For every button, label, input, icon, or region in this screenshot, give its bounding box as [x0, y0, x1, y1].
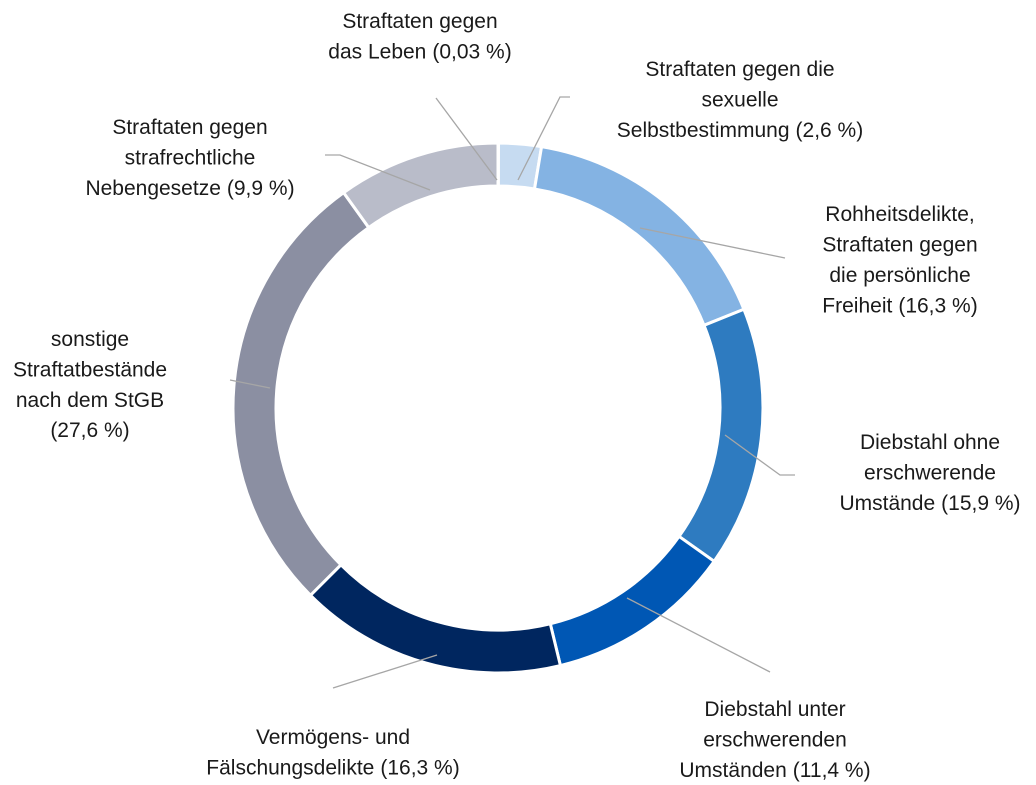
slice-label: Vermögens- und [256, 726, 410, 749]
value-label: (27,6 %) [50, 419, 129, 442]
value-label: (9,9 %) [227, 177, 295, 200]
category-label: Freiheit [822, 294, 892, 317]
value-label: (16,3 %) [380, 756, 459, 779]
slice-label: das Leben (0,03 %) [328, 40, 511, 63]
category-label: Nebengesetze [85, 177, 220, 200]
slice-label: sexuelle [701, 88, 778, 111]
category-label: Fälschungsdelikte [206, 756, 374, 779]
category-label: Straftaten gegen [342, 10, 497, 33]
category-label: Umständen [679, 759, 786, 782]
value-label: (16,3 %) [898, 294, 977, 317]
slice-label: Straftaten gegen [822, 233, 977, 256]
category-label: Selbstbestimmung [617, 119, 790, 142]
category-label: die persönliche [829, 264, 970, 287]
slice-label: Straftaten gegen [342, 10, 497, 33]
slice-label: die persönliche [829, 264, 970, 287]
leader-line [229, 379, 271, 389]
category-label: Straftaten gegen [112, 116, 267, 139]
slice [532, 144, 746, 328]
category-label: Umstände [839, 492, 935, 515]
leader-line [325, 154, 431, 191]
category-label: Diebstahl unter [704, 698, 845, 721]
slice-label: Freiheit (16,3 %) [822, 294, 977, 317]
category-label: Straftaten gegen [822, 233, 977, 256]
value-label: (15,9 %) [941, 492, 1020, 515]
category-label: Rohheitsdelikte, [825, 203, 974, 226]
slice [676, 307, 765, 564]
slice-label: Straftaten gegen [112, 116, 267, 139]
category-label: Straftaten gegen die [645, 58, 834, 81]
slice-label: Nebengesetze (9,9 %) [85, 177, 294, 200]
category-label: erschwerende [864, 461, 996, 484]
slice-label: Diebstahl unter [704, 698, 845, 721]
category-label: Straftatbestände [13, 358, 167, 381]
slice [231, 190, 371, 598]
category-label: Diebstahl ohne [860, 431, 1000, 454]
category-label: strafrechtliche [125, 146, 256, 169]
slice-label: erschwerenden [703, 728, 847, 751]
slice-label: erschwerende [864, 461, 996, 484]
slice-label: Rohheitsdelikte, [825, 203, 974, 226]
category-label: sexuelle [701, 88, 778, 111]
slice-label: Fälschungsdelikte (16,3 %) [206, 756, 459, 779]
value-label: (2,6 %) [796, 119, 864, 142]
leader-line [724, 434, 795, 476]
value-label: (0,03 %) [432, 40, 511, 63]
leader-line [639, 227, 786, 259]
leader-line [626, 597, 771, 673]
category-label: das Leben [328, 40, 426, 63]
leader-line [332, 654, 438, 689]
category-label: Vermögens- und [256, 726, 410, 749]
slice-label: Umstände (15,9 %) [839, 492, 1020, 515]
slice-label: Straftatbestände [13, 358, 167, 381]
slice [308, 562, 563, 675]
slice-label: nach dem StGB [16, 389, 164, 412]
leader-line [517, 96, 570, 181]
category-label: nach dem StGB [16, 389, 164, 412]
slice-label: Diebstahl ohne [860, 431, 1000, 454]
slice-label: Umständen (11,4 %) [679, 759, 870, 782]
slice-label: strafrechtliche [125, 146, 256, 169]
slice-label: Straftaten gegen die [645, 58, 834, 81]
value-label: (11,4 %) [793, 759, 871, 782]
category-label: erschwerenden [703, 728, 847, 751]
leader-line [435, 97, 498, 181]
slice [341, 141, 500, 230]
category-label: sonstige [51, 328, 129, 351]
slice-label: Selbstbestimmung (2,6 %) [617, 119, 863, 142]
slice-label: sonstige [51, 328, 129, 351]
